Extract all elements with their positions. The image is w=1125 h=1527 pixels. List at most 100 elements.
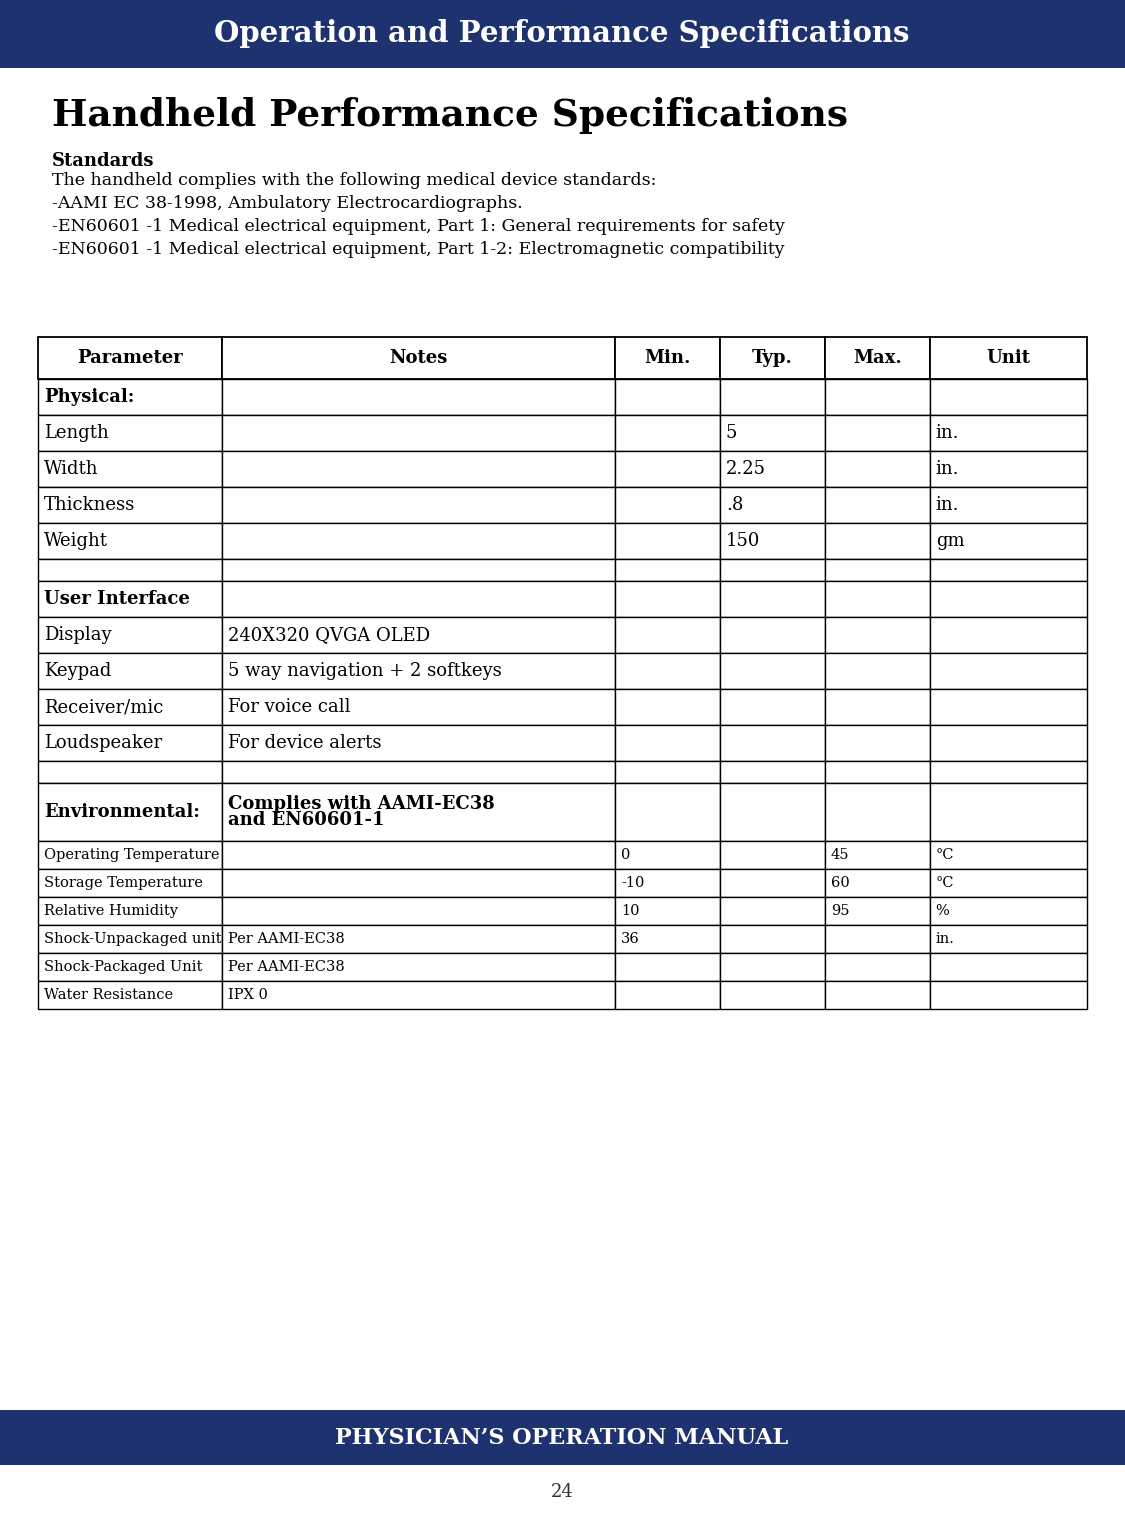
Bar xyxy=(720,337,825,379)
Text: Standards: Standards xyxy=(52,153,154,169)
Bar xyxy=(222,760,615,783)
Bar xyxy=(825,524,929,559)
Text: Thickness: Thickness xyxy=(44,496,135,515)
Bar xyxy=(929,580,1087,617)
Bar xyxy=(825,415,929,450)
Bar xyxy=(38,953,222,980)
Text: in.: in. xyxy=(936,425,960,441)
Bar xyxy=(720,980,825,1009)
Bar xyxy=(720,559,825,580)
Bar xyxy=(720,487,825,524)
Text: Receiver/mic: Receiver/mic xyxy=(44,698,163,716)
Bar xyxy=(222,617,615,654)
Bar xyxy=(825,725,929,760)
Bar xyxy=(222,450,615,487)
Text: °C: °C xyxy=(936,847,954,863)
Text: Environmental:: Environmental: xyxy=(44,803,200,822)
Bar xyxy=(929,841,1087,869)
Text: Loudspeaker: Loudspeaker xyxy=(44,734,162,751)
Bar xyxy=(615,841,720,869)
Text: %: % xyxy=(936,904,950,918)
Bar xyxy=(825,783,929,841)
Text: Unit: Unit xyxy=(987,350,1030,366)
Bar xyxy=(825,487,929,524)
Text: -10: -10 xyxy=(621,876,645,890)
Text: 24: 24 xyxy=(550,1483,574,1501)
Bar xyxy=(38,559,222,580)
Bar xyxy=(38,379,222,415)
Bar xyxy=(825,689,929,725)
Bar xyxy=(615,580,720,617)
Text: in.: in. xyxy=(936,931,954,947)
Bar xyxy=(0,1409,1125,1464)
Text: Length: Length xyxy=(44,425,109,441)
Text: in.: in. xyxy=(936,460,960,478)
Text: 240X320 QVGA OLED: 240X320 QVGA OLED xyxy=(227,626,430,644)
Bar xyxy=(222,783,615,841)
Bar xyxy=(222,841,615,869)
Bar xyxy=(929,725,1087,760)
Bar xyxy=(929,379,1087,415)
Bar xyxy=(615,783,720,841)
Bar xyxy=(929,559,1087,580)
Text: IPX 0: IPX 0 xyxy=(227,988,268,1002)
Bar xyxy=(615,450,720,487)
Text: For device alerts: For device alerts xyxy=(227,734,381,751)
Bar xyxy=(720,379,825,415)
Bar xyxy=(720,654,825,689)
Text: in.: in. xyxy=(936,496,960,515)
Text: -AAMI EC 38-1998, Ambulatory Electrocardiographs.: -AAMI EC 38-1998, Ambulatory Electrocard… xyxy=(52,195,523,212)
Bar xyxy=(0,0,1125,69)
Bar xyxy=(615,337,720,379)
Bar xyxy=(38,580,222,617)
Bar xyxy=(720,783,825,841)
Bar xyxy=(825,953,929,980)
Bar xyxy=(38,725,222,760)
Text: Shock-Unpackaged unit: Shock-Unpackaged unit xyxy=(44,931,222,947)
Bar xyxy=(929,925,1087,953)
Bar xyxy=(929,487,1087,524)
Bar xyxy=(615,725,720,760)
Bar xyxy=(825,896,929,925)
Bar xyxy=(929,760,1087,783)
Bar xyxy=(825,379,929,415)
Bar xyxy=(615,415,720,450)
Bar xyxy=(615,379,720,415)
Text: User Interface: User Interface xyxy=(44,589,190,608)
Text: .8: .8 xyxy=(726,496,744,515)
Text: Keypad: Keypad xyxy=(44,663,111,680)
Bar xyxy=(222,524,615,559)
Bar xyxy=(615,980,720,1009)
Bar xyxy=(720,415,825,450)
Bar xyxy=(38,896,222,925)
Text: 36: 36 xyxy=(621,931,640,947)
Bar xyxy=(38,869,222,896)
Text: 10: 10 xyxy=(621,904,639,918)
Text: Width: Width xyxy=(44,460,99,478)
Bar xyxy=(38,925,222,953)
Text: Notes: Notes xyxy=(389,350,448,366)
Text: Max.: Max. xyxy=(853,350,901,366)
Bar xyxy=(825,580,929,617)
Bar xyxy=(720,617,825,654)
Text: 5 way navigation + 2 softkeys: 5 way navigation + 2 softkeys xyxy=(227,663,502,680)
Bar xyxy=(720,896,825,925)
Text: Per AAMI-EC38: Per AAMI-EC38 xyxy=(227,960,344,974)
Text: PHYSICIAN’S OPERATION MANUAL: PHYSICIAN’S OPERATION MANUAL xyxy=(335,1426,789,1449)
Bar xyxy=(222,925,615,953)
Text: Typ.: Typ. xyxy=(752,350,793,366)
Bar xyxy=(615,869,720,896)
Text: Handheld Performance Specifications: Handheld Performance Specifications xyxy=(52,98,848,134)
Bar xyxy=(222,980,615,1009)
Bar xyxy=(825,841,929,869)
Text: -EN60601 -1 Medical electrical equipment, Part 1: General requirements for safet: -EN60601 -1 Medical electrical equipment… xyxy=(52,218,785,235)
Text: The handheld complies with the following medical device standards:: The handheld complies with the following… xyxy=(52,173,656,189)
Bar xyxy=(825,450,929,487)
Text: Shock-Packaged Unit: Shock-Packaged Unit xyxy=(44,960,202,974)
Bar xyxy=(38,783,222,841)
Text: 45: 45 xyxy=(830,847,849,863)
Bar xyxy=(825,654,929,689)
Bar xyxy=(38,450,222,487)
Text: Relative Humidity: Relative Humidity xyxy=(44,904,178,918)
Text: Min.: Min. xyxy=(645,350,691,366)
